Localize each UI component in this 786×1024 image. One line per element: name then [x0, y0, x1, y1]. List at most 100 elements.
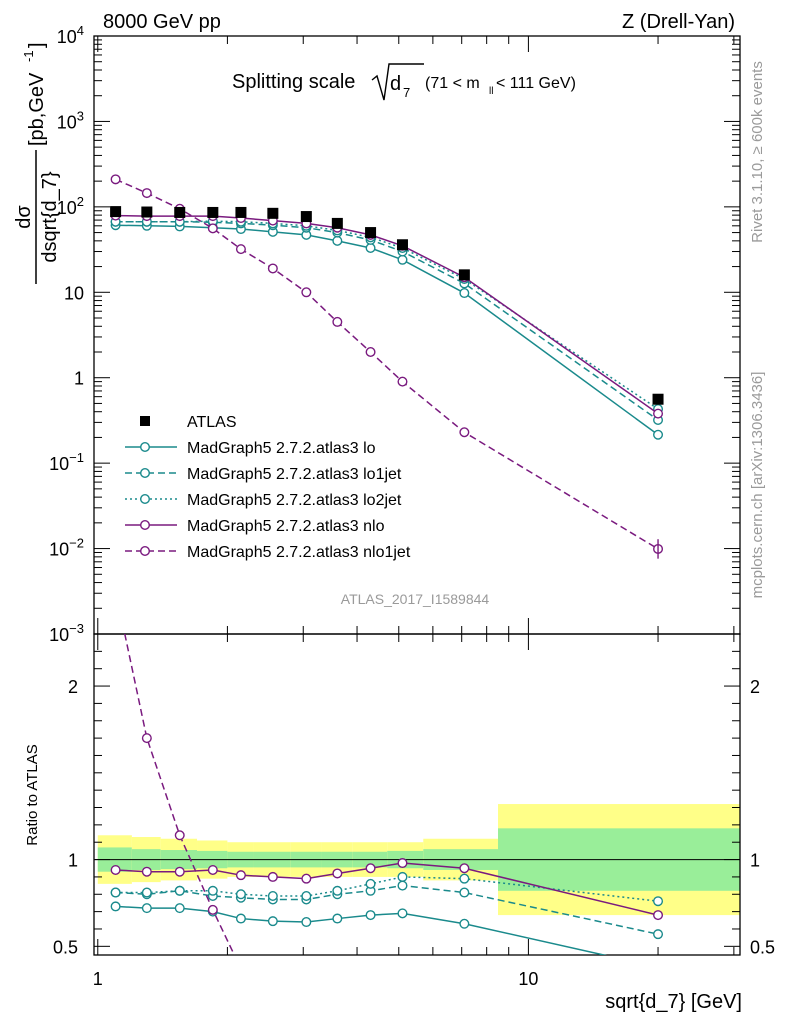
legend-label-4: MadGraph5 2.7.2.atlas3 nlo1jet [187, 544, 411, 561]
ratio-y-tick-label-0: 0.5 [53, 937, 78, 957]
ratio-y-tick-label-2: 2 [68, 677, 78, 697]
main-point-series-4-6 [301, 287, 312, 298]
legend-marker-3 [139, 520, 150, 531]
main-point-series-4-5 [267, 263, 278, 274]
ratio-point-series-2-4 [235, 889, 246, 900]
legend-label-3: MadGraph5 2.7.2.atlas3 nlo [187, 518, 385, 535]
legend-marker-2 [139, 494, 150, 505]
ratio-point-series-4-7 [333, 1017, 342, 1024]
ylabel-unit-exp: -1 [21, 50, 36, 62]
ratio-y-tick-label-right-2: 2 [750, 677, 760, 697]
atlas-point-10 [458, 269, 470, 281]
header-right: Z (Drell-Yan) [622, 11, 735, 33]
watermark: ATLAS_2017_I1589844 [341, 591, 490, 607]
ratio-point-series-0-2 [174, 903, 185, 914]
legend-marker-0 [139, 442, 150, 453]
ratio-line-series-0 [115, 905, 608, 955]
main-point-series-0-8 [365, 242, 376, 253]
ratio-y-axis-label: Ratio to ATLAS [24, 744, 41, 845]
atlas-point-11 [652, 393, 664, 405]
atlas-point-3 [207, 206, 219, 218]
ratio-plot-frame [93, 633, 741, 956]
ratio-point-series-4-1 [141, 733, 152, 744]
main-point-series-0-11 [653, 429, 664, 440]
ratio-line-series-3 [115, 862, 659, 916]
main-line-series-0 [115, 224, 659, 436]
ratio-point-series-1-11 [653, 929, 664, 940]
title-range-sub: ll [489, 86, 493, 97]
header-left: 8000 GeV pp [103, 11, 221, 33]
ratio-point-series-3-2 [174, 866, 185, 877]
ratio-point-series-1-9 [397, 880, 408, 891]
main-y-tick-label-7: 104 [57, 23, 84, 47]
ratio-point-series-2-9 [397, 871, 408, 882]
ratio-point-series-2-2 [174, 885, 185, 896]
ratio-point-series-4-3 [207, 904, 218, 915]
ratio-point-series-3-0 [110, 864, 121, 875]
main-y-tick-label-6: 103 [57, 108, 84, 132]
atlas-point-0 [110, 206, 122, 218]
legend-label-2: MadGraph5 2.7.2.atlas3 lo2jet [187, 492, 402, 509]
ratio-point-series-3-11 [653, 910, 664, 921]
legend: ATLAS MadGraph5 2.7.2.atlas3 lo MadGraph5 … [125, 414, 411, 561]
atlas-point-6 [300, 211, 312, 223]
ratio-point-series-3-7 [332, 868, 343, 879]
main-line-series-4 [115, 178, 659, 550]
ratio-point-series-4-5 [269, 991, 278, 1000]
ratio-point-series-0-11 [654, 963, 663, 972]
atlas-point-5 [267, 207, 279, 219]
main-y-tick-label-1: 10−2 [49, 536, 84, 560]
ratio-point-series-2-11 [653, 896, 664, 907]
atlas-point-4 [235, 206, 247, 218]
main-y-tick-label-5: 102 [57, 194, 84, 218]
ratio-point-series-2-10 [459, 873, 470, 884]
ratio-point-series-2-3 [207, 885, 218, 896]
main-point-series-4-8 [365, 346, 376, 357]
ratio-point-series-3-6 [301, 873, 312, 884]
atlas-point-7 [331, 217, 343, 229]
main-panel-series [110, 174, 664, 559]
main-point-series-0-10 [459, 288, 470, 299]
ratio-point-series-0-6 [301, 917, 312, 928]
ratio-point-series-3-9 [397, 858, 408, 869]
ratio-point-series-2-0 [110, 887, 121, 898]
atlas-point-9 [396, 239, 408, 251]
ratio-point-series-0-7 [332, 913, 343, 924]
legend-label-0: MadGraph5 2.7.2.atlas3 lo [187, 440, 376, 457]
ratio-point-series-3-4 [235, 870, 246, 881]
sqrt-symbol [371, 63, 424, 101]
plot-title: Splitting scale d 7 (71 < m ll < 111 GeV… [232, 63, 576, 101]
ratio-point-series-1-10 [459, 887, 470, 898]
ratio-point-series-3-5 [267, 871, 278, 882]
main-point-series-4-7 [332, 316, 343, 327]
ratio-y-tick-label-1: 1 [68, 851, 78, 871]
ratio-point-series-2-8 [365, 878, 376, 889]
side-text-rivet: Rivet 3.1.10, ≥ 600k events [749, 61, 766, 243]
main-point-series-4-9 [397, 376, 408, 387]
ratio-point-series-3-3 [207, 864, 218, 875]
main-point-series-4-4 [235, 244, 246, 255]
main-point-series-4-10 [459, 427, 470, 438]
atlas-point-1 [141, 206, 153, 218]
legend-marker-atlas [140, 416, 150, 426]
ylabel-unit-close: ] [26, 42, 48, 48]
ratio-point-series-4-0 [111, 586, 120, 595]
ratio-line-series-1 [115, 884, 659, 935]
ylabel-denominator: dsqrt{d_7} [39, 171, 61, 263]
legend-label-atlas: ATLAS [187, 414, 237, 431]
ratio-point-series-0-8 [365, 910, 376, 921]
ratio-point-series-0-4 [235, 913, 246, 924]
side-text-mcplots: mcplots.cern.ch [arXiv:1306.3436] [749, 372, 766, 599]
ratio-point-series-2-6 [301, 891, 312, 902]
axes: 1 10 10−3 10−2 10−1 1 10 102 103 104 0.5 0.5 1 1 2 2 [49, 23, 775, 989]
main-y-tick-label-2: 10−1 [49, 450, 84, 474]
main-y-tick-label-4: 10 [64, 283, 84, 303]
title-symbol: d [390, 73, 401, 95]
main-y-tick-label-3: 1 [74, 369, 84, 389]
ylabel-numerator: dσ [13, 205, 35, 229]
ratio-point-series-0-5 [267, 916, 278, 927]
main-line-series-3 [115, 214, 659, 415]
ratio-line-series-4 [124, 634, 236, 955]
ratio-point-series-2-7 [332, 885, 343, 896]
